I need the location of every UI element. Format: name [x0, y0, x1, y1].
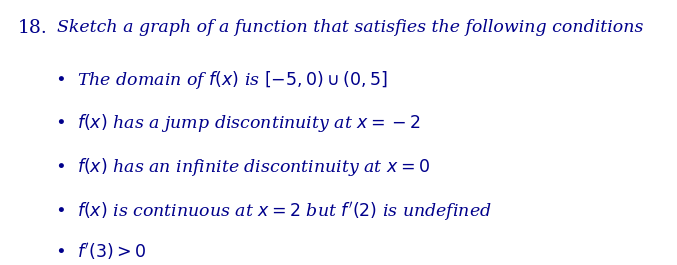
Text: $\bullet$: $\bullet$	[55, 241, 64, 258]
Text: $f(x)$ is continuous at $x=2$ but $f'(2)$ is undefined: $f(x)$ is continuous at $x=2$ but $f'(2)…	[77, 200, 492, 223]
Text: 18.: 18.	[18, 19, 48, 37]
Text: $f(x)$ has an infinite discontinuity at $x=0$: $f(x)$ has an infinite discontinuity at …	[77, 156, 430, 178]
Text: $\bullet$: $\bullet$	[55, 69, 64, 86]
Text: The domain of $f(x)$ is $[-5,0)\cup(0,5]$: The domain of $f(x)$ is $[-5,0)\cup(0,5]…	[77, 69, 388, 91]
Text: $f'(3)>0$: $f'(3)>0$	[77, 241, 146, 262]
Text: $\bullet$: $\bullet$	[55, 200, 64, 217]
Text: $f(x)$ has a jump discontinuity at $x=-2$: $f(x)$ has a jump discontinuity at $x=-2…	[77, 112, 421, 134]
Text: $\bullet$: $\bullet$	[55, 112, 64, 129]
Text: Sketch a graph of a function that satisfies the following conditions: Sketch a graph of a function that satisf…	[58, 19, 644, 36]
Text: $\bullet$: $\bullet$	[55, 156, 64, 173]
